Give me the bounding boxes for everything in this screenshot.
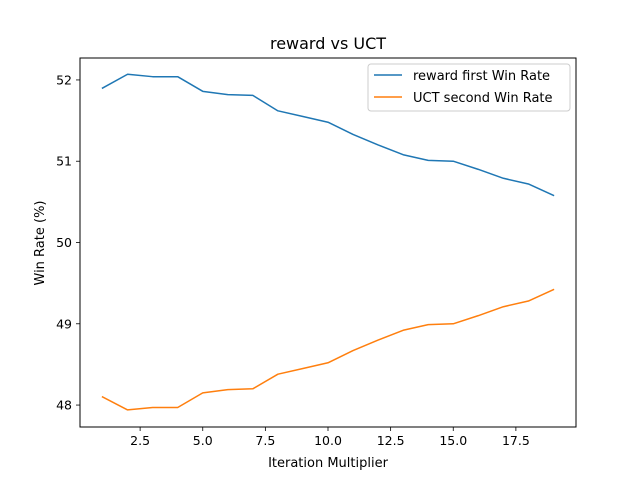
x-tick-label: 5.0 xyxy=(193,433,213,448)
legend-box xyxy=(367,63,571,112)
series-line-0 xyxy=(101,73,555,197)
x-tick-label: 10.0 xyxy=(314,433,342,448)
series-line-1 xyxy=(101,288,555,411)
x-axis-ticks: 2.5 5.0 7.5 10.0 12.5 15.0 17.5 xyxy=(130,427,530,448)
legend: reward first Win Rate UCT second Win Rat… xyxy=(367,63,571,112)
y-tick-label: 50 xyxy=(56,235,72,250)
x-axis-label: Iteration Multiplier xyxy=(268,456,389,471)
legend-label-reward-first: reward first Win Rate xyxy=(413,69,550,84)
x-tick-label: 12.5 xyxy=(377,433,405,448)
y-tick-label: 49 xyxy=(56,316,72,331)
x-tick-label: 2.5 xyxy=(130,433,150,448)
chart-title: reward vs UCT xyxy=(270,34,386,53)
x-tick-label: 15.0 xyxy=(439,433,467,448)
x-tick-label: 7.5 xyxy=(255,433,275,448)
y-tick-label: 51 xyxy=(56,154,72,169)
x-tick-label: 17.5 xyxy=(502,433,530,448)
y-tick-label: 48 xyxy=(56,398,72,413)
y-axis-label: Win Rate (%) xyxy=(33,201,48,286)
y-axis-ticks: 48 49 50 51 52 xyxy=(56,72,80,413)
legend-label-uct-second: UCT second Win Rate xyxy=(413,91,553,106)
plot-area xyxy=(101,73,555,411)
y-tick-label: 52 xyxy=(56,72,72,87)
